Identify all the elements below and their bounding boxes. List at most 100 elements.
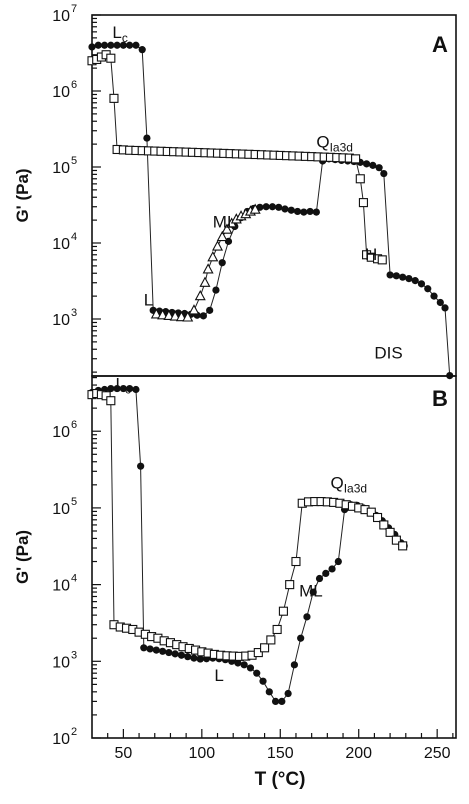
data-point	[266, 635, 276, 645]
plot-frame	[91, 375, 457, 739]
x-tick-label: 250	[424, 745, 451, 762]
data-point	[101, 391, 111, 401]
data-point	[297, 634, 305, 642]
x-tick-label: 100	[188, 745, 215, 762]
series-line	[156, 209, 256, 318]
data-point	[369, 161, 377, 169]
data-point	[293, 207, 302, 216]
data-point	[253, 648, 263, 658]
y-tick-label: 10	[52, 84, 70, 101]
data-point	[88, 43, 96, 51]
data-point	[430, 292, 438, 300]
data-point	[271, 697, 280, 706]
data-point	[202, 263, 214, 274]
data-point	[190, 654, 198, 662]
data-point	[272, 624, 282, 635]
data-point	[106, 53, 116, 63]
data-point	[212, 286, 220, 294]
data-point	[358, 198, 368, 208]
data-point	[291, 556, 301, 567]
y-tick-label: 10	[52, 654, 70, 671]
data-point	[379, 520, 389, 530]
data-point	[436, 298, 444, 307]
data-point	[260, 643, 270, 653]
data-point	[275, 203, 283, 211]
y-tick-exponent: 4	[71, 573, 77, 585]
data-point	[119, 41, 127, 49]
y-tick-label: 10	[52, 312, 70, 329]
data-point	[405, 275, 413, 283]
data-point	[94, 41, 102, 49]
panel-letter: B	[432, 386, 448, 411]
data-point	[163, 309, 175, 321]
phase-label: QIa3d	[316, 133, 353, 155]
data-point	[199, 276, 211, 287]
y-tick-label: 10	[52, 424, 70, 441]
data-point	[285, 580, 295, 590]
data-point	[249, 203, 261, 214]
data-point	[355, 174, 365, 184]
data-point	[290, 661, 298, 669]
phase-label: ML	[299, 581, 323, 600]
data-point	[399, 273, 407, 281]
series-open-square	[87, 50, 387, 265]
data-point	[287, 206, 295, 214]
data-point	[107, 384, 115, 393]
phase-label: DIS	[374, 344, 402, 363]
data-point	[303, 613, 311, 621]
x-tick-label: 150	[267, 745, 294, 762]
y-tick-label: 10	[52, 501, 70, 518]
data-point	[259, 677, 267, 685]
data-point	[278, 606, 288, 616]
data-point	[196, 655, 204, 663]
data-point	[216, 230, 228, 242]
data-point	[417, 280, 426, 288]
series-open-triangle	[150, 203, 261, 322]
y-tick-exponent: 7	[71, 3, 77, 15]
data-point	[398, 541, 408, 551]
data-point	[380, 169, 388, 178]
data-point	[268, 203, 277, 211]
panel-letter: A	[432, 32, 448, 57]
data-point	[234, 659, 242, 667]
phase-label: L	[144, 291, 153, 310]
data-point	[246, 664, 255, 672]
plot-frame	[91, 14, 457, 377]
series-open-square	[87, 388, 408, 661]
data-point	[441, 304, 449, 312]
data-point	[207, 251, 219, 262]
data-point	[143, 134, 151, 142]
data-point	[106, 396, 116, 406]
data-point	[373, 512, 383, 523]
data-point	[175, 310, 187, 322]
phase-label: ML	[213, 212, 237, 231]
y-tick-label: 10	[52, 8, 70, 25]
phase-label: Lc	[112, 23, 127, 45]
data-point	[328, 565, 336, 573]
data-point	[157, 309, 169, 320]
phase-label: QIa3d	[330, 473, 367, 495]
data-point	[300, 208, 308, 216]
data-point	[218, 259, 226, 267]
data-point	[206, 306, 214, 314]
phase-label: Lc	[116, 374, 131, 396]
data-point	[211, 240, 224, 251]
data-point	[392, 272, 400, 280]
y-tick-exponent: 5	[71, 496, 77, 508]
y-tick-exponent: 4	[71, 231, 77, 243]
data-point	[150, 308, 162, 319]
data-point	[165, 648, 173, 657]
data-point	[109, 93, 119, 103]
phase-label: H	[365, 245, 377, 264]
data-point	[126, 41, 134, 49]
series-line	[91, 44, 451, 376]
data-point	[171, 650, 179, 658]
y-tick-label: 10	[52, 578, 70, 595]
data-point	[119, 384, 127, 393]
data-point	[100, 41, 109, 49]
x-tick-label: 50	[114, 745, 132, 762]
data-point	[306, 207, 314, 216]
data-point	[182, 311, 194, 322]
